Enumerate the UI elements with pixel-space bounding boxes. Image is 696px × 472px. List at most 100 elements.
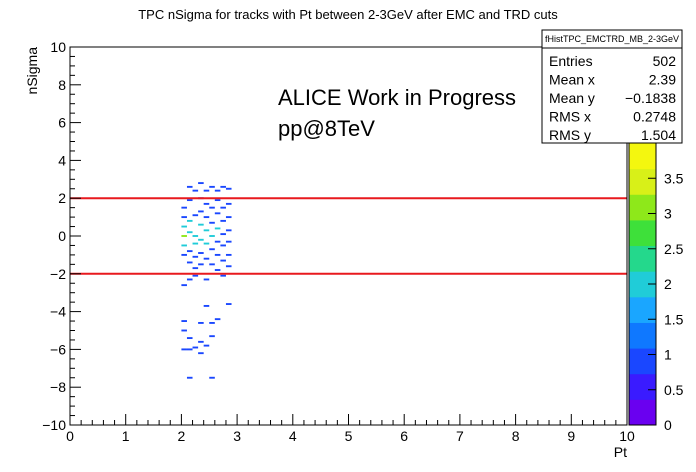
heatmap-cell bbox=[214, 189, 221, 192]
x-tick-label: 3 bbox=[233, 428, 241, 444]
heatmap-cell bbox=[203, 257, 210, 260]
color-scale-tick-label: 0.5 bbox=[664, 382, 684, 398]
heatmap-cell bbox=[203, 189, 210, 192]
heatmap-cell bbox=[209, 221, 215, 224]
color-scale-band bbox=[629, 143, 656, 170]
heatmap-cell bbox=[225, 253, 232, 256]
heatmap-cell bbox=[220, 233, 226, 236]
heatmap-cell bbox=[186, 278, 193, 281]
x-tick-label: 10 bbox=[619, 428, 635, 444]
heatmap-cell bbox=[225, 229, 232, 232]
heatmap-cell bbox=[214, 227, 221, 230]
heatmap-cell bbox=[214, 199, 221, 202]
heatmap-cell bbox=[203, 304, 210, 307]
heatmap-cell bbox=[220, 185, 226, 188]
y-tick-label: 8 bbox=[58, 77, 66, 93]
heatmap-cell bbox=[181, 244, 187, 247]
x-axis: 0 1 2 3 4 5 6 7 8 9 10 bbox=[66, 414, 635, 444]
heatmap-cell bbox=[181, 329, 187, 332]
heatmap-cell bbox=[181, 320, 187, 322]
y-tick-label: −8 bbox=[50, 379, 66, 395]
heatmap-cell bbox=[198, 252, 204, 254]
color-scale-band bbox=[629, 322, 656, 349]
heatmap-cell bbox=[192, 346, 199, 349]
heatmap-cell bbox=[186, 185, 193, 188]
heatmap-cell bbox=[198, 238, 204, 241]
heatmap-cell bbox=[186, 231, 193, 234]
x-tick-label: 5 bbox=[345, 428, 353, 444]
stats-box: fHistTPC_EMCTRD_MB_2-3GeV Entries 502 Mean… bbox=[541, 29, 683, 144]
heatmap-cell bbox=[181, 216, 187, 219]
heatmap-cell bbox=[192, 214, 199, 217]
x-tick-label: 4 bbox=[289, 428, 297, 444]
heatmap-cell bbox=[192, 242, 199, 245]
y-tick-label: −4 bbox=[50, 304, 66, 320]
x-tick-label: 6 bbox=[400, 428, 408, 444]
heatmap-cell bbox=[192, 267, 199, 270]
heatmap-cell bbox=[220, 244, 226, 247]
heatmap-cell bbox=[192, 235, 199, 237]
annotation-alice: ALICE Work in Progress bbox=[278, 85, 516, 110]
stats-label: Mean y bbox=[549, 90, 595, 106]
heatmap-cell bbox=[181, 206, 187, 209]
heatmap-cell bbox=[203, 202, 210, 205]
heatmap-cell bbox=[225, 216, 232, 219]
x-axis-title: Pt bbox=[614, 444, 627, 460]
y-axis: −10 −8 −6 −4 −2 0 2 4 6 8 10 bbox=[42, 39, 81, 433]
stats-value: 2.39 bbox=[649, 72, 676, 88]
x-tick-label: 7 bbox=[456, 428, 464, 444]
heatmap-cell bbox=[198, 263, 204, 266]
heatmap-cell bbox=[209, 185, 215, 188]
heatmap-cell bbox=[225, 187, 232, 190]
color-scale-band bbox=[629, 296, 656, 323]
x-tick-label: 9 bbox=[567, 428, 575, 444]
stats-label: RMS x bbox=[549, 109, 591, 125]
heatmap-cell bbox=[181, 253, 187, 256]
color-scale-band bbox=[629, 399, 656, 426]
y-axis-title: nSigma bbox=[24, 47, 40, 95]
x-tick-label: 0 bbox=[66, 428, 74, 444]
stats-histogram-name: fHistTPC_EMCTRD_MB_2-3GeV bbox=[545, 34, 679, 44]
y-tick-label: 10 bbox=[50, 39, 66, 55]
color-scale-band bbox=[629, 245, 656, 272]
stats-value: 0.2748 bbox=[633, 109, 676, 125]
heatmap-cell bbox=[214, 240, 221, 243]
heatmap-cell bbox=[214, 269, 221, 271]
heatmap-cell bbox=[203, 229, 210, 232]
heatmap-cells bbox=[181, 182, 232, 379]
heatmap-cell bbox=[220, 274, 226, 277]
y-tick-label: 6 bbox=[58, 115, 66, 131]
heatmap-cell bbox=[209, 248, 215, 251]
heatmap-cell bbox=[186, 337, 193, 340]
color-scale-band bbox=[629, 219, 656, 247]
heatmap-cell bbox=[198, 352, 204, 355]
heatmap-cell bbox=[186, 348, 193, 351]
heatmap-cell bbox=[181, 348, 187, 351]
color-scale: 0 0.5 1 1.5 2 2.5 3 3.5 bbox=[628, 142, 684, 433]
y-tick-label: 0 bbox=[58, 228, 66, 244]
heatmap-cell bbox=[192, 274, 199, 277]
heatmap-cell bbox=[198, 321, 204, 324]
color-scale-tick-label: 2.5 bbox=[664, 241, 684, 257]
heatmap-cell bbox=[209, 321, 215, 324]
x-tick-label: 1 bbox=[122, 428, 130, 444]
x-tick-label: 2 bbox=[178, 428, 186, 444]
stats-value: 502 bbox=[653, 53, 677, 69]
heatmap-cell bbox=[203, 344, 210, 347]
heatmap-cell bbox=[181, 225, 187, 228]
color-scale-band bbox=[629, 373, 656, 400]
heatmap-cell bbox=[225, 303, 232, 305]
y-tick-label: 2 bbox=[58, 190, 66, 206]
heatmap-cell bbox=[203, 242, 210, 245]
stats-value: 1.504 bbox=[641, 127, 676, 143]
y-tick-label: 4 bbox=[58, 152, 66, 168]
stats-label: Entries bbox=[549, 53, 593, 69]
stats-box-frame bbox=[541, 29, 683, 144]
heatmap-cell bbox=[186, 261, 193, 264]
heatmap-cell bbox=[186, 376, 193, 379]
heatmap-cell bbox=[214, 212, 221, 215]
heatmap-cell bbox=[225, 202, 232, 205]
heatmap-cell bbox=[186, 250, 193, 253]
heatmap-cell bbox=[220, 219, 226, 222]
